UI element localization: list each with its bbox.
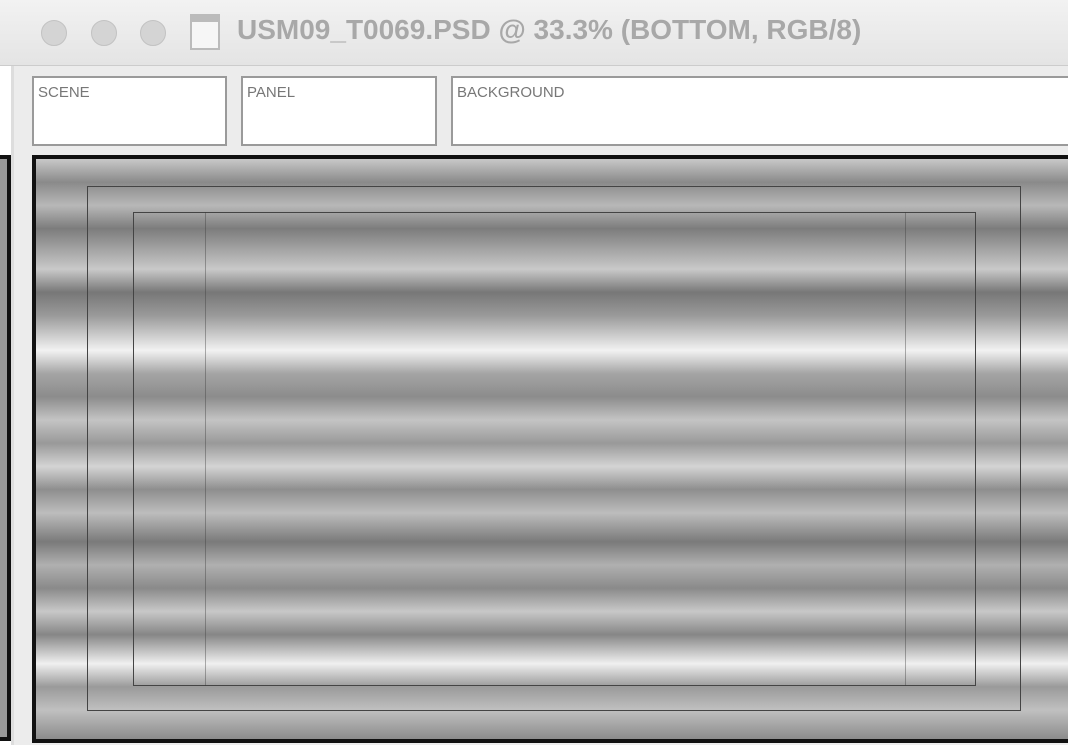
document-icon xyxy=(190,14,220,50)
guide-line xyxy=(905,212,906,686)
background-field: BACKGROUND xyxy=(451,76,1068,146)
window-title: USM09_T0069.PSD @ 33.3% (BOTTOM, RGB/8) xyxy=(237,14,862,45)
title-bar xyxy=(0,0,1068,66)
safe-area-outer xyxy=(87,186,1021,711)
guide-line xyxy=(205,212,206,686)
zoom-button[interactable] xyxy=(140,20,166,46)
field-label: BACKGROUND xyxy=(457,84,565,101)
safe-area-inner xyxy=(133,212,976,686)
canvas-frame xyxy=(32,155,1068,743)
minimize-button[interactable] xyxy=(91,20,117,46)
left-frame-edge xyxy=(0,155,11,741)
close-button[interactable] xyxy=(41,20,67,46)
field-label: PANEL xyxy=(247,84,296,101)
field-label: SCENE xyxy=(38,84,90,101)
scene-field: SCENE xyxy=(32,76,227,146)
panel-field: PANEL xyxy=(241,76,437,146)
